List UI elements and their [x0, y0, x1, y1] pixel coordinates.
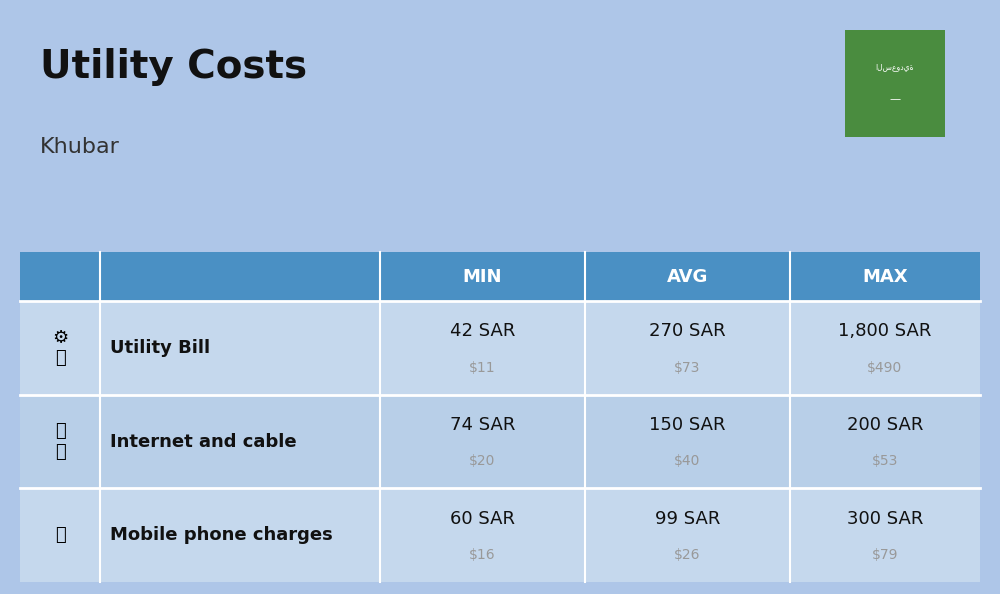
- Text: MIN: MIN: [463, 268, 502, 286]
- Bar: [20, 301, 980, 395]
- Text: $11: $11: [469, 361, 496, 375]
- Text: ⚙
🔌: ⚙ 🔌: [52, 328, 68, 367]
- Text: $20: $20: [469, 454, 496, 468]
- Text: Khubar: Khubar: [40, 137, 120, 157]
- Text: $79: $79: [872, 548, 898, 562]
- Bar: [20, 395, 980, 488]
- Text: 99 SAR: 99 SAR: [655, 510, 720, 527]
- Text: 300 SAR: 300 SAR: [847, 510, 923, 527]
- Text: 📶
🖨: 📶 🖨: [55, 422, 65, 461]
- Text: 42 SAR: 42 SAR: [450, 323, 515, 340]
- Text: MAX: MAX: [862, 268, 908, 286]
- Text: Mobile phone charges: Mobile phone charges: [110, 526, 333, 544]
- Text: Utility Costs: Utility Costs: [40, 48, 307, 86]
- Text: $40: $40: [674, 454, 701, 468]
- Text: $16: $16: [469, 548, 496, 562]
- Text: 200 SAR: 200 SAR: [847, 416, 923, 434]
- Text: Utility Bill: Utility Bill: [110, 339, 210, 357]
- Bar: [20, 488, 980, 582]
- Text: 270 SAR: 270 SAR: [649, 323, 726, 340]
- Text: $73: $73: [674, 361, 701, 375]
- Bar: [20, 252, 980, 301]
- Text: AVG: AVG: [667, 268, 708, 286]
- Text: 74 SAR: 74 SAR: [450, 416, 515, 434]
- FancyBboxPatch shape: [843, 27, 947, 139]
- Text: $53: $53: [872, 454, 898, 468]
- Text: 150 SAR: 150 SAR: [649, 416, 726, 434]
- Text: $490: $490: [867, 361, 903, 375]
- Text: السعودية: السعودية: [876, 62, 914, 72]
- Text: 1,800 SAR: 1,800 SAR: [838, 323, 932, 340]
- Text: 📱: 📱: [55, 526, 65, 544]
- Text: —: —: [889, 94, 901, 104]
- Text: Internet and cable: Internet and cable: [110, 432, 297, 451]
- Text: $26: $26: [674, 548, 701, 562]
- Text: 60 SAR: 60 SAR: [450, 510, 515, 527]
